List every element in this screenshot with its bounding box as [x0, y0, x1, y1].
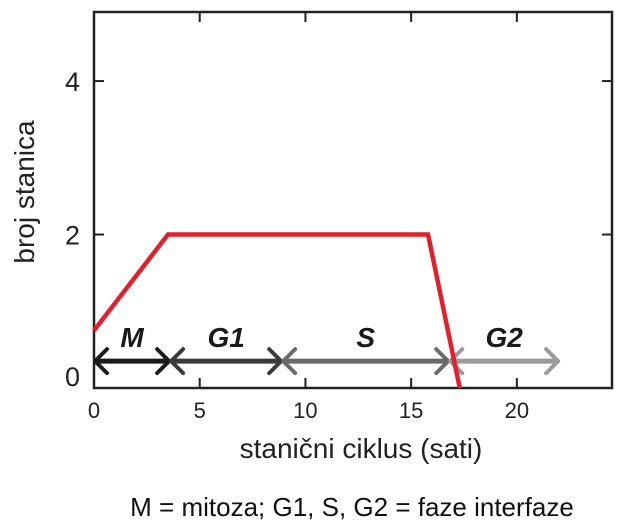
phase-label: S [356, 322, 375, 353]
x-axis-ticks: 0 5 10 15 20 [88, 12, 529, 423]
y-tick-label: 0 [65, 362, 80, 392]
phase-arrows: M G1 S G2 [93, 322, 561, 376]
chart-caption: M = mitoza; G1, S, G2 = faze interfaze [130, 492, 574, 522]
phase-label: G2 [485, 322, 523, 353]
y-tick-label: 2 [65, 221, 80, 251]
phase-arrow-g2: G2 [448, 322, 561, 376]
phase-arrow-g1: G1 [169, 322, 284, 376]
x-tick-label: 15 [399, 398, 423, 423]
phase-arrowhead-left [93, 347, 109, 376]
x-tick-label: 5 [194, 398, 206, 423]
phase-arrowhead-left [169, 347, 186, 376]
y-axis-label: broj stanica [9, 120, 40, 264]
phase-label: M [120, 322, 144, 353]
phase-arrow-s: S [281, 322, 451, 376]
y-tick-label: 4 [65, 67, 80, 97]
y-axis-ticks: 0 2 4 [65, 67, 612, 392]
x-tick-label: 20 [505, 398, 529, 423]
cell-count-line [92, 232, 463, 388]
phase-arrowhead-left [448, 347, 465, 376]
plot-frame [92, 10, 614, 390]
phase-arrow-m: M [93, 322, 172, 376]
phase-arrowhead-left [281, 347, 298, 376]
phase-arrowhead-right [544, 347, 561, 376]
phase-label: G1 [207, 322, 244, 353]
x-tick-label: 10 [293, 398, 317, 423]
x-axis-label: stanični ciklus (sati) [240, 433, 483, 464]
x-tick-label: 0 [88, 398, 100, 423]
